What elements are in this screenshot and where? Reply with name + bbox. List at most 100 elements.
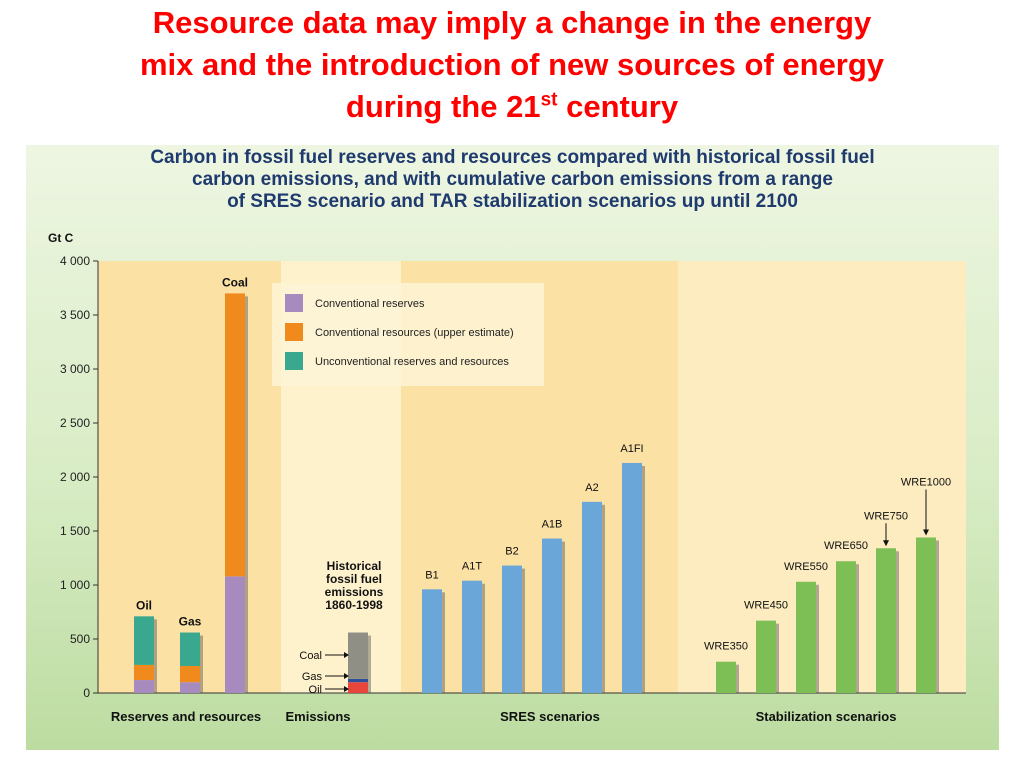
bar-label-wre650: WRE650 <box>824 540 868 552</box>
panel-reserves <box>98 261 281 693</box>
bar-gas-seg-2 <box>180 632 200 666</box>
bar-a1b-shadow <box>562 541 565 693</box>
bar-label-wre450: WRE450 <box>744 600 788 612</box>
group-label-0: Reserves and resources <box>111 709 261 724</box>
emissions-label-line-1: Historical <box>327 559 382 573</box>
bar-coal-seg-1 <box>225 293 245 577</box>
legend-swatch-0 <box>285 294 303 312</box>
emissions-pointer-label-coal: Coal <box>299 650 322 662</box>
bar-oil-shadow <box>154 619 157 693</box>
slide-title-line-1: Resource data may imply a change in the … <box>152 5 872 40</box>
bar-a1fi-seg-0 <box>622 462 642 693</box>
bar-oil-seg-0 <box>134 680 154 693</box>
bar-wre650-shadow <box>856 564 859 693</box>
bar-oil-seg-2 <box>134 616 154 665</box>
group-label-3: Stabilization scenarios <box>756 709 897 724</box>
y-tick-label-4000: 4 000 <box>60 254 90 268</box>
bar-oil-seg-1 <box>134 664 154 681</box>
group-label-2: SRES scenarios <box>500 709 600 724</box>
bar-b2-seg-0 <box>502 565 522 693</box>
bar-wre1000-shadow <box>936 540 939 693</box>
slide-title-line-3-pre: during the 21 <box>345 89 541 124</box>
bar-b2-shadow <box>522 568 525 693</box>
bar-wre650-seg-0 <box>836 561 856 693</box>
bar-wre1000-seg-0 <box>916 537 936 693</box>
emissions-pointer-arrow-coal <box>344 652 349 658</box>
bar-a2-shadow <box>602 504 605 693</box>
chart-title-line-2: carbon emissions, and with cumulative ca… <box>192 169 833 190</box>
chart-figure: Carbon in fossil fuel reserves and resou… <box>26 145 999 750</box>
bar-label-a1b: A1B <box>542 519 563 531</box>
legend-swatch-1 <box>285 323 303 341</box>
emissions-pointer-arrow-oil <box>344 686 349 692</box>
bar-pointer-arrow-wre750 <box>883 540 889 547</box>
bar-wre550-seg-0 <box>796 581 816 693</box>
chart-svg: Gt C 0 500 1 000 1 500 2 000 2 500 3 000 3 500 4 … <box>48 231 966 724</box>
bar-label-wre550: WRE550 <box>784 561 828 573</box>
bar-label-coal: Coal <box>222 275 248 289</box>
y-tick-label-2000: 2 000 <box>60 470 90 484</box>
bar-wre350-shadow <box>736 664 739 693</box>
bar-a1t-shadow <box>482 583 485 693</box>
group-label-1: Emissions <box>285 709 350 724</box>
bar-gas-seg-0 <box>180 682 200 693</box>
emissions-pointer-arrow-gas <box>344 673 349 679</box>
legend-label-1: Conventional resources (upper estimate) <box>315 327 514 339</box>
bar-label-wre750: WRE750 <box>864 510 908 522</box>
bar-b1-seg-0 <box>422 589 442 693</box>
y-tick-label-3500: 3 500 <box>60 308 90 322</box>
bar-gas-shadow <box>200 635 203 693</box>
emissions-label-line-2: fossil fuel <box>326 572 382 586</box>
slide-title-line-3-post: century <box>557 89 679 124</box>
bar-pointer-arrow-wre1000 <box>923 529 929 536</box>
legend-label-2: Unconventional reserves and resources <box>315 356 509 368</box>
y-tick-label-1500: 1 500 <box>60 524 90 538</box>
bar-wre550-shadow <box>816 584 819 693</box>
y-tick-label-2500: 2 500 <box>60 416 90 430</box>
legend-box <box>272 283 544 386</box>
bar-a1t-seg-0 <box>462 580 482 693</box>
bar-b1-shadow <box>442 592 445 693</box>
bar-label-gas: Gas <box>179 615 202 629</box>
bar-emissions-seg-2 <box>348 632 368 679</box>
bar-emissions-seg-1 <box>348 678 368 683</box>
bar-a2-seg-0 <box>582 501 602 693</box>
bar-label-oil: Oil <box>136 598 152 612</box>
slide-title: Resource data may imply a change in the … <box>0 0 1024 128</box>
bar-emissions-shadow <box>368 635 371 693</box>
bar-emissions-seg-0 <box>348 682 368 693</box>
y-axis-label: Gt C <box>48 231 74 245</box>
bar-wre450-seg-0 <box>756 620 776 693</box>
bar-label-a2: A2 <box>585 482 598 494</box>
legend-swatch-2 <box>285 352 303 370</box>
slide-title-line-2: mix and the introduction of new sources … <box>139 47 885 82</box>
bar-label-wre1000: WRE1000 <box>901 476 951 488</box>
bar-gas-seg-1 <box>180 666 200 683</box>
emissions-label-line-4: 1860-1998 <box>325 598 383 612</box>
bar-label-a1fi: A1FI <box>620 443 643 455</box>
bar-wre750-shadow <box>896 551 899 693</box>
emissions-pointer-label-oil: Oil <box>309 684 322 696</box>
emissions-pointer-label-gas: Gas <box>302 671 323 683</box>
y-tick-label-0: 0 <box>83 686 90 700</box>
chart-title-line-3: of SRES scenario and TAR stabilization s… <box>227 191 798 212</box>
bar-a1b-seg-0 <box>542 538 562 693</box>
bar-a1fi-shadow <box>642 465 645 693</box>
bar-wre450-shadow <box>776 623 779 693</box>
bar-coal-seg-0 <box>225 576 245 693</box>
chart-title: Carbon in fossil fuel reserves and resou… <box>26 147 999 213</box>
bar-label-wre350: WRE350 <box>704 641 748 653</box>
y-tick-label-3000: 3 000 <box>60 362 90 376</box>
bar-label-b2: B2 <box>505 546 518 558</box>
bar-coal-shadow <box>245 296 248 693</box>
y-tick-label-500: 500 <box>70 632 90 646</box>
slide-title-superscript: st <box>540 89 558 111</box>
chart-title-line-1: Carbon in fossil fuel reserves and resou… <box>150 147 875 168</box>
bar-label-a1t: A1T <box>462 561 482 573</box>
emissions-label-line-3: emissions <box>325 585 384 599</box>
y-tick-label-1000: 1 000 <box>60 578 90 592</box>
bar-wre750-seg-0 <box>876 548 896 693</box>
bar-label-b1: B1 <box>425 569 438 581</box>
bar-wre350-seg-0 <box>716 661 736 693</box>
legend-label-0: Conventional reserves <box>315 298 425 310</box>
